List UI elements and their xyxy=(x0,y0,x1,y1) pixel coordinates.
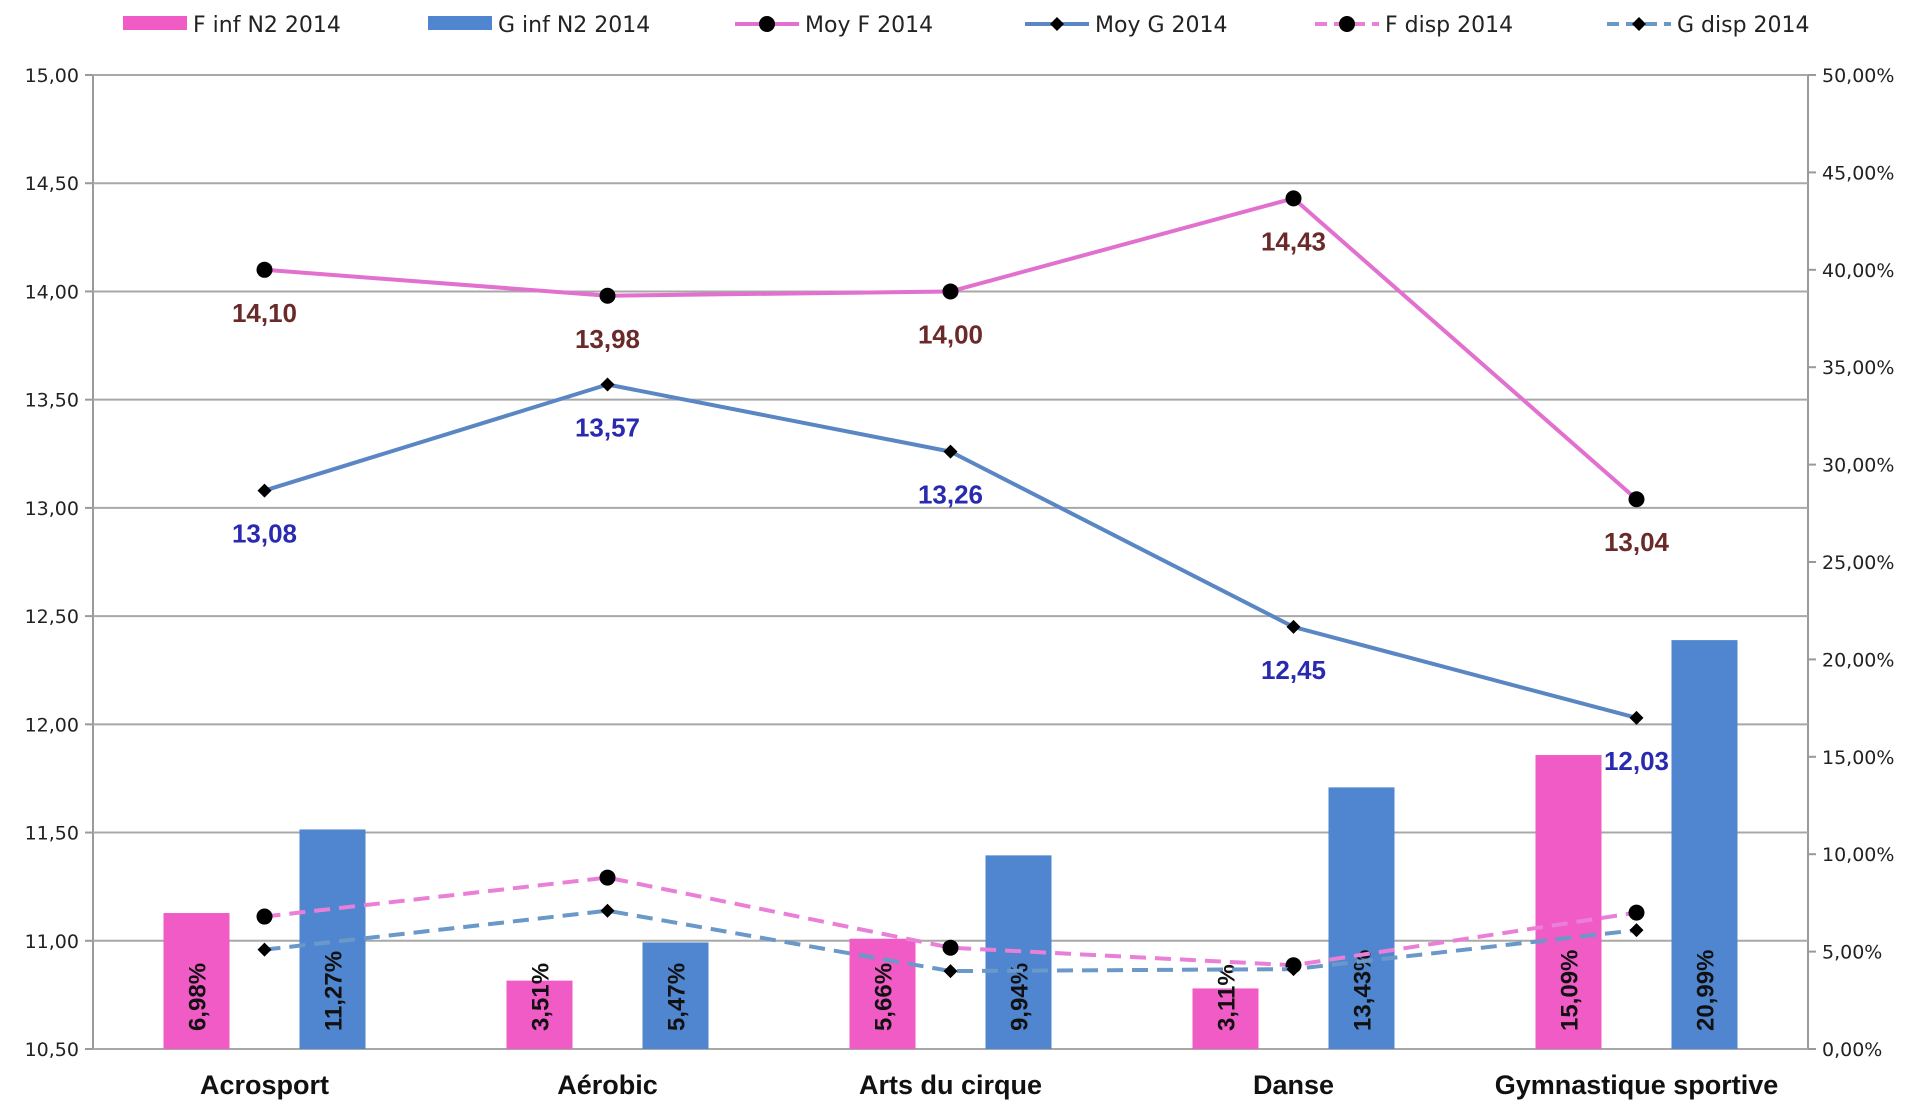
legend-label: F inf N2 2014 xyxy=(193,13,341,38)
bar xyxy=(163,913,230,1049)
left-axis-tick-label: 12,00 xyxy=(25,714,79,736)
right-axis-tick-label: 5,00% xyxy=(1822,942,1882,964)
line-data-label: 13,98 xyxy=(575,324,640,354)
line-data-label: 13,08 xyxy=(232,519,297,549)
left-axis-tick-label: 11,00 xyxy=(25,931,79,953)
bar-value-label: 11,27% xyxy=(321,951,348,1031)
bar-value-label: 5,66% xyxy=(871,963,898,1031)
bar-value-label: 9,94% xyxy=(1007,963,1034,1031)
line-data-label: 14,10 xyxy=(232,298,297,328)
right-axis-tick-label: 35,00% xyxy=(1822,357,1894,379)
category-label: Acrosport xyxy=(200,1070,329,1100)
series-marker xyxy=(943,964,958,979)
right-axis-tick-label: 30,00% xyxy=(1822,455,1894,477)
series-marker xyxy=(599,869,616,886)
bar xyxy=(1671,640,1738,1049)
bar-value-label: 6,98% xyxy=(185,963,212,1031)
legend-label: G disp 2014 xyxy=(1677,13,1810,38)
right-axis-tick-label: 10,00% xyxy=(1822,844,1894,866)
series-marker xyxy=(599,287,616,304)
plot-area xyxy=(92,74,1809,1050)
left-axis-tick-label: 13,00 xyxy=(25,498,79,520)
category-label: Gymnastique sportive xyxy=(1495,1070,1779,1100)
left-axis-tick-label: 11,50 xyxy=(25,823,79,845)
right-axis-tick-label: 50,00% xyxy=(1822,65,1894,87)
legend-label: F disp 2014 xyxy=(1385,13,1513,38)
line-data-label: 12,45 xyxy=(1261,655,1326,685)
left-axis-tick-label: 12,50 xyxy=(25,606,79,628)
left-axis-tick-label: 14,00 xyxy=(25,281,79,303)
right-axis-tick-label: 45,00% xyxy=(1822,162,1894,184)
right-axis-tick-label: 40,00% xyxy=(1822,260,1894,282)
right-axis-tick-label: 0,00% xyxy=(1822,1039,1882,1061)
left-axis-tick-label: 10,50 xyxy=(25,1039,79,1061)
legend-swatch xyxy=(428,16,492,30)
line-data-label: 14,43 xyxy=(1261,226,1326,256)
bar xyxy=(642,942,709,1049)
series-marker xyxy=(1286,962,1301,977)
series-marker xyxy=(257,483,272,498)
category-label: Danse xyxy=(1253,1070,1334,1100)
legend-marker xyxy=(1632,17,1646,31)
series-marker xyxy=(256,908,273,925)
bar-value-label: 3,11% xyxy=(1214,964,1241,1031)
series-marker xyxy=(942,283,959,300)
series-marker xyxy=(1629,923,1644,938)
line-data-label: 13,26 xyxy=(918,480,983,510)
series-marker xyxy=(943,444,958,459)
legend-label: G inf N2 2014 xyxy=(498,13,650,38)
series-marker xyxy=(600,903,615,918)
line-data-label: 13,04 xyxy=(1604,527,1670,557)
legend-marker xyxy=(1050,17,1064,31)
bar xyxy=(1535,755,1602,1049)
series-line xyxy=(264,908,1637,974)
series-marker xyxy=(1285,190,1302,207)
category-label: Aérobic xyxy=(557,1070,658,1100)
category-label: Arts du cirque xyxy=(859,1070,1042,1100)
bar-value-label: 5,47% xyxy=(664,963,691,1031)
bar-value-label: 3,51% xyxy=(528,963,555,1031)
series-marker xyxy=(1286,619,1301,634)
legend-label: Moy F 2014 xyxy=(805,13,933,38)
bar xyxy=(1192,988,1259,1049)
left-axis-tick-label: 15,00 xyxy=(25,65,79,87)
right-axis-tick-label: 25,00% xyxy=(1822,552,1894,574)
series-marker xyxy=(942,939,959,956)
legend-marker xyxy=(759,16,775,32)
series-marker xyxy=(1628,491,1645,508)
bar xyxy=(506,980,573,1049)
series-marker xyxy=(257,942,272,957)
series-marker xyxy=(600,377,615,392)
legend-marker xyxy=(1339,16,1355,32)
series-marker xyxy=(1628,904,1645,921)
series-marker xyxy=(256,261,273,278)
left-axis-tick-label: 14,50 xyxy=(25,173,79,195)
line-data-label: 13,57 xyxy=(575,413,640,443)
series-line xyxy=(264,875,1637,968)
series-marker xyxy=(1629,710,1644,725)
bar-value-label: 20,99% xyxy=(1693,950,1720,1031)
line-data-label: 12,03 xyxy=(1604,746,1669,776)
bar xyxy=(1328,787,1395,1049)
legend-swatch xyxy=(123,16,187,30)
left-axis-tick-label: 13,50 xyxy=(25,390,79,412)
right-axis-tick-label: 15,00% xyxy=(1822,747,1894,769)
bar-value-label: 15,09% xyxy=(1557,950,1584,1031)
right-axis-tick-label: 20,00% xyxy=(1822,649,1894,671)
line-data-label: 14,00 xyxy=(918,319,983,349)
legend-label: Moy G 2014 xyxy=(1095,13,1227,38)
